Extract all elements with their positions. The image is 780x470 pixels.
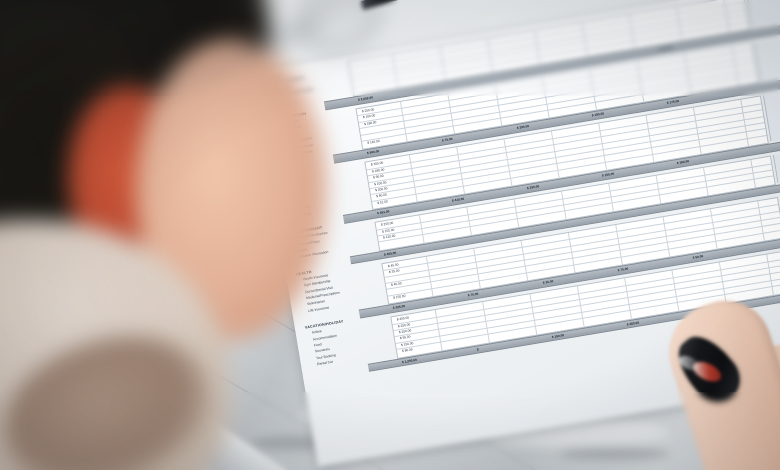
- subtotal-cell: $ 155.00: [601, 171, 615, 178]
- subtotal-cell: $ 70.00: [467, 291, 479, 298]
- subtotal-cell: $ 290.00: [516, 124, 530, 131]
- subtotal-cell: $ 451.00: [376, 209, 390, 216]
- person-silhouette: [0, 0, 387, 470]
- subtotal-cell: $ 1,200.00: [401, 357, 418, 364]
- subtotal-cell: $ 410.00: [451, 196, 465, 203]
- subtotal-cell: $ 325.00: [392, 304, 406, 311]
- subtotal-cell: $ 160.00: [676, 159, 690, 166]
- subtotal-cell: $: [476, 347, 479, 352]
- subtotal-cell: $ 175.00: [666, 99, 680, 106]
- subtotal-cell: $ 75.00: [441, 137, 453, 143]
- subtotal-cell: $ 190.00: [591, 111, 605, 118]
- total-column-housing: 155.0068.00100.0085.0045.00: [745, 0, 780, 28]
- fingernail: [667, 326, 750, 412]
- index-finger: [656, 288, 780, 470]
- subtotal-cell: $ 30.00: [542, 279, 554, 286]
- subtotal-cell: $ 150.00: [551, 332, 565, 339]
- subtotal-cell: $ 330.00: [526, 184, 540, 191]
- pointing-hand: [656, 248, 780, 470]
- subtotal-cell: $ 260.00: [626, 320, 640, 327]
- subtotal-cell: $ 1,017.00: [657, 45, 674, 52]
- total-column-transportation: 100.0085.0045.00120.00150.0090.00: [753, 34, 780, 82]
- subtotal-cell: $ 70.00: [617, 266, 629, 273]
- subtotal-cell: $ 405.00: [383, 250, 397, 257]
